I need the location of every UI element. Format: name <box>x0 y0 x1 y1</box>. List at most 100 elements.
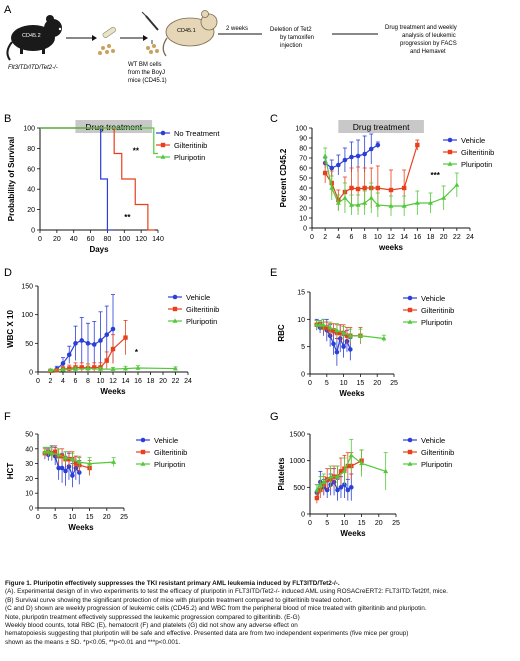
data-point <box>69 456 75 461</box>
treatment-text-4: and Hemavet <box>410 49 446 55</box>
x-tick-label: 0 <box>308 380 312 387</box>
data-point <box>375 202 381 207</box>
y-tick-label: 20 <box>25 476 33 483</box>
x-axis-label: Weeks <box>340 529 366 538</box>
data-point <box>375 142 381 148</box>
arrow-1-head <box>92 35 97 41</box>
treatment-text-3: progression by FACS <box>400 41 457 47</box>
series-line-pluripotin <box>40 127 158 155</box>
data-point <box>322 153 328 158</box>
data-point <box>49 450 55 456</box>
y-tick-label: 0 <box>29 506 33 513</box>
x-tick-label: 20 <box>373 380 381 387</box>
data-point <box>322 170 328 176</box>
recipient-mouse-icon <box>162 10 218 57</box>
data-point <box>355 202 361 207</box>
data-point <box>336 162 341 168</box>
data-point <box>63 468 68 474</box>
x-axis-label: Weeks <box>68 523 94 532</box>
legend-label: Vehicle <box>186 293 210 302</box>
data-point <box>79 365 84 370</box>
legend-marker <box>407 437 413 443</box>
arrow-2-head <box>143 35 148 41</box>
y-tick-label: 0 <box>29 370 33 377</box>
weeks-label: 2 weeks <box>226 26 248 32</box>
data-point <box>368 146 374 152</box>
data-point <box>59 465 65 471</box>
data-point <box>123 365 128 371</box>
panel-letter-c: C <box>270 113 278 125</box>
y-tick-label: 80 <box>27 146 35 153</box>
panel-a-schematic: A CD45.2 Flt3ITD/ITD/Tet2-/- WT BM cells… <box>4 4 457 84</box>
y-axis-label: Platelets <box>277 457 286 490</box>
legend-marker <box>407 319 413 324</box>
deletion-text-1: Deletion of Tet2 <box>270 27 312 33</box>
bm-text-1: WT BM cells <box>128 62 162 68</box>
data-point <box>66 456 72 462</box>
x-tick-label: 16 <box>413 234 421 241</box>
significance-label: ** <box>133 147 140 156</box>
data-point <box>345 487 351 493</box>
data-point <box>60 367 66 372</box>
y-tick-label: 1500 <box>289 432 305 439</box>
x-tick-label: 10 <box>340 380 348 387</box>
legend-marker <box>140 437 146 443</box>
legend-label: Pluripotin <box>421 460 452 469</box>
data-point <box>359 460 365 466</box>
x-tick-label: 60 <box>87 236 95 243</box>
series-pluripotin <box>40 127 158 155</box>
y-tick-label: 40 <box>27 187 35 194</box>
legend-label: Pluripotin <box>461 160 492 169</box>
x-tick-label: 2 <box>323 234 327 241</box>
y-axis-label: Probability of Survival <box>7 137 16 221</box>
x-tick-label: 18 <box>427 234 435 241</box>
data-point <box>341 344 346 349</box>
data-point <box>98 338 103 343</box>
donor-label: CD45.1 <box>177 28 196 34</box>
caption-line: (C and D) shown are weekly progression o… <box>5 605 427 613</box>
legend-marker <box>407 461 413 466</box>
y-tick-label: 30 <box>25 461 33 468</box>
data-point <box>98 366 103 371</box>
data-point <box>104 332 110 338</box>
x-axis-label: Days <box>89 245 109 254</box>
data-point <box>347 333 353 338</box>
data-point <box>349 185 354 191</box>
data-point <box>321 479 327 484</box>
chart-g: 0 500 1000 1500 0 5 10 15 20 25 Weeks Platelets Vehi… <box>277 432 454 539</box>
series-pluripotin <box>42 446 117 470</box>
significance-label: ** <box>124 213 131 222</box>
y-tick-label: 0 <box>31 228 35 235</box>
panel-letter-g: G <box>270 411 279 423</box>
x-tick-label: 120 <box>135 236 147 243</box>
y-tick-label: 10 <box>25 491 33 498</box>
data-point <box>414 200 420 205</box>
x-tick-label: 0 <box>310 234 314 241</box>
y-tick-label: 50 <box>299 176 307 183</box>
data-point <box>92 365 97 370</box>
significance-label: * <box>135 348 139 357</box>
y-axis-label: RBC <box>277 324 286 342</box>
legend-label: Gilteritinib <box>186 305 219 314</box>
legend-label: Pluripotin <box>421 318 452 327</box>
x-tick-label: 14 <box>400 234 408 241</box>
x-tick-label: 5 <box>53 514 57 521</box>
x-tick-label: 24 <box>466 234 474 241</box>
x-tick-label: 15 <box>357 380 365 387</box>
data-point <box>345 463 351 469</box>
data-point <box>329 165 335 171</box>
series-gilteritinib <box>40 127 155 231</box>
legend-label: Gilteritinib <box>154 448 187 457</box>
legend: Vehicle Gilteritinib Pluripotin <box>443 136 494 169</box>
legend-label: Vehicle <box>421 294 445 303</box>
treatment-text-1: Drug treatment and weekly <box>385 25 457 31</box>
data-point <box>135 365 141 370</box>
data-point <box>375 185 381 191</box>
data-point <box>454 182 460 187</box>
x-tick-label: 140 <box>152 236 164 243</box>
data-point <box>331 341 336 347</box>
y-tick-label: 60 <box>27 166 35 173</box>
data-point <box>341 330 347 335</box>
x-tick-label: 0 <box>38 236 42 243</box>
